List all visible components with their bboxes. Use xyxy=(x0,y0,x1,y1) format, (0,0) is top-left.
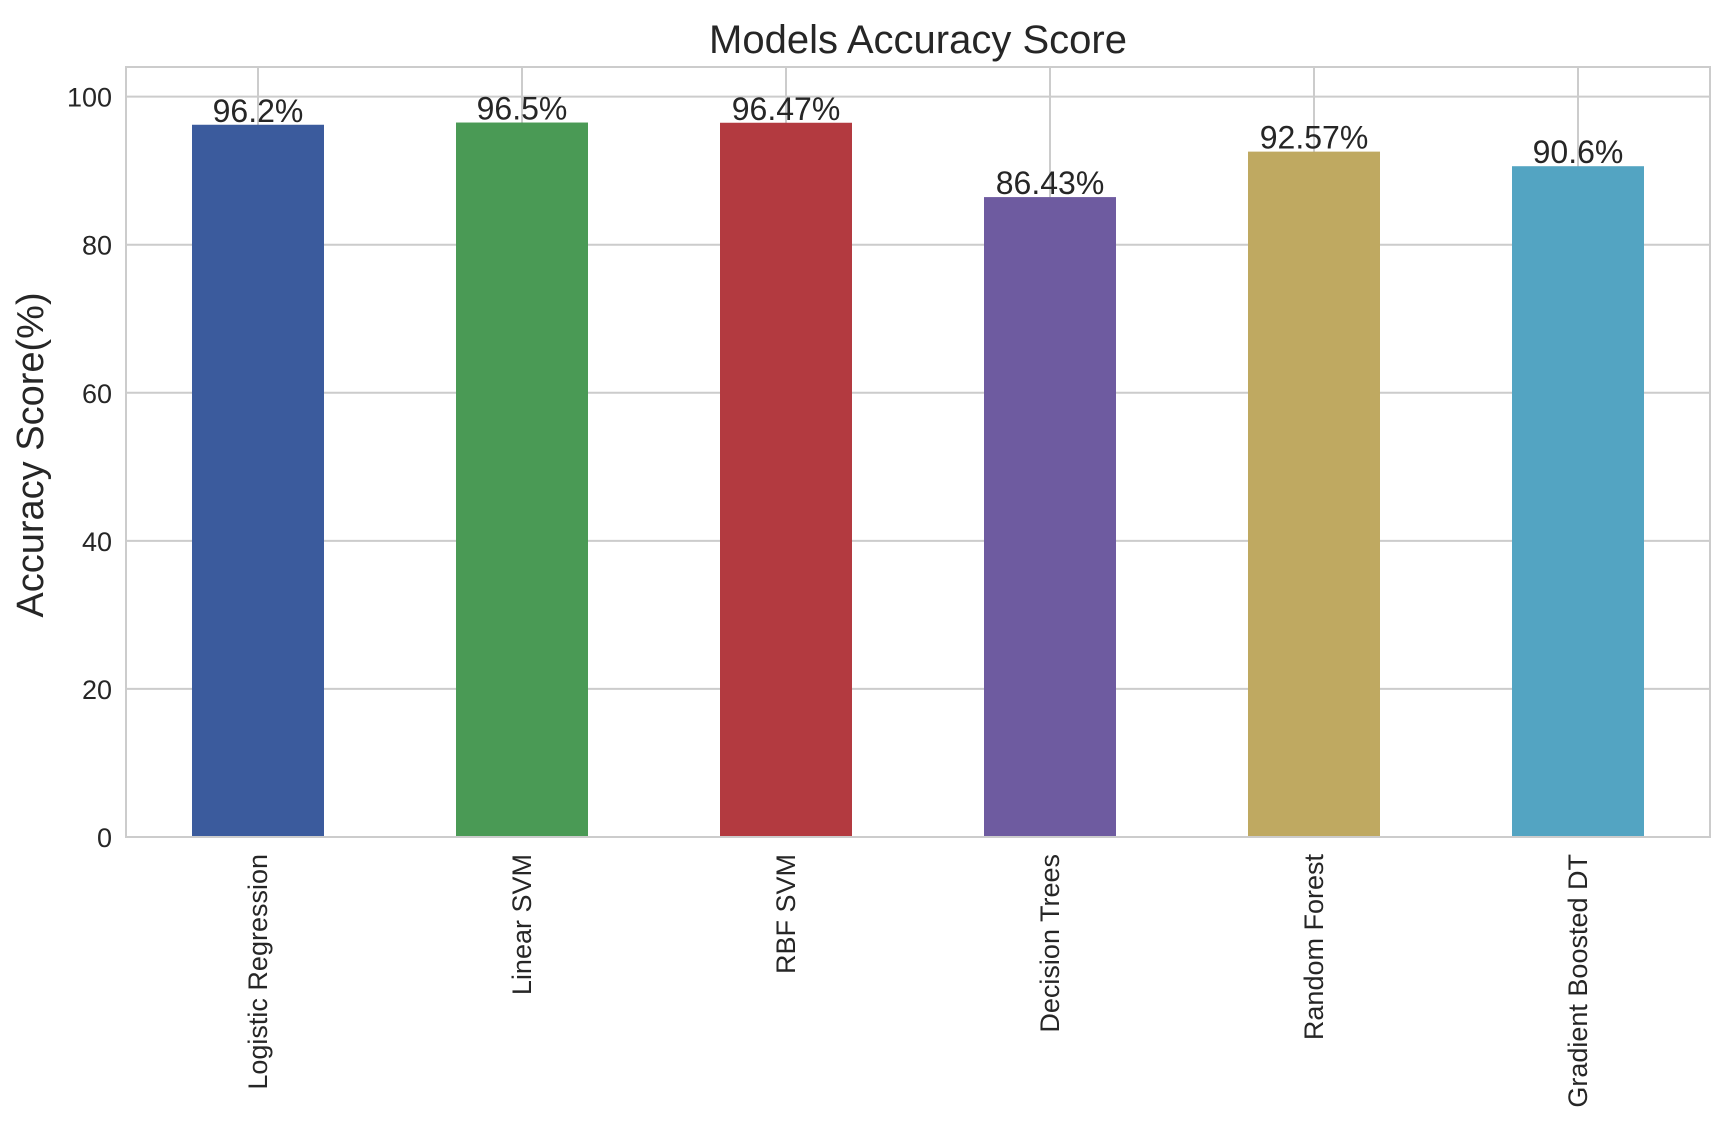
bar-value-label: 96.2% xyxy=(213,93,304,129)
bar-value-label: 96.5% xyxy=(477,91,568,127)
x-tick-label: Gradient Boosted DT xyxy=(1563,854,1593,1108)
bar-logistic-regression xyxy=(192,124,324,837)
chart-title: Models Accuracy Score xyxy=(709,18,1127,62)
x-tick-label: Linear SVM xyxy=(507,854,537,995)
x-axis-ticks: Logistic Regression Linear SVM RBF SVM Deci… xyxy=(243,854,1593,1108)
y-tick-label: 80 xyxy=(82,231,112,261)
y-tick-label: 20 xyxy=(82,675,112,705)
x-tick-label: Decision Trees xyxy=(1035,854,1065,1033)
bar-decision-trees xyxy=(984,197,1116,837)
plot-frame xyxy=(125,66,1711,838)
bar-value-label: 96.47% xyxy=(732,91,841,127)
bar-linear-svm xyxy=(456,122,588,837)
bar-random-forest xyxy=(1248,151,1380,837)
y-axis-label: Accuracy Score(%) xyxy=(10,292,52,617)
x-tick-label: Random Forest xyxy=(1299,854,1329,1041)
bar-value-label: 92.57% xyxy=(1260,120,1369,156)
bar-value-label: 86.43% xyxy=(996,165,1105,201)
x-tick-label: RBF SVM xyxy=(771,854,801,974)
y-axis-ticks: 0 20 40 60 80 100 xyxy=(67,83,112,853)
bar-gradient-boosted-dt xyxy=(1512,166,1644,837)
bar-value-label: 90.6% xyxy=(1533,134,1624,170)
y-tick-label: 40 xyxy=(82,527,112,557)
bar-rbf-svm xyxy=(720,122,852,837)
data-labels: 96.2% 96.5% 96.47% 86.43% 92.57% 90.6% xyxy=(213,91,1624,202)
bars xyxy=(192,122,1644,837)
x-tick-label: Logistic Regression xyxy=(243,854,273,1090)
y-tick-label: 0 xyxy=(97,823,112,853)
y-tick-label: 100 xyxy=(67,83,112,113)
y-tick-label: 60 xyxy=(82,379,112,409)
grid-lines xyxy=(126,67,1710,838)
